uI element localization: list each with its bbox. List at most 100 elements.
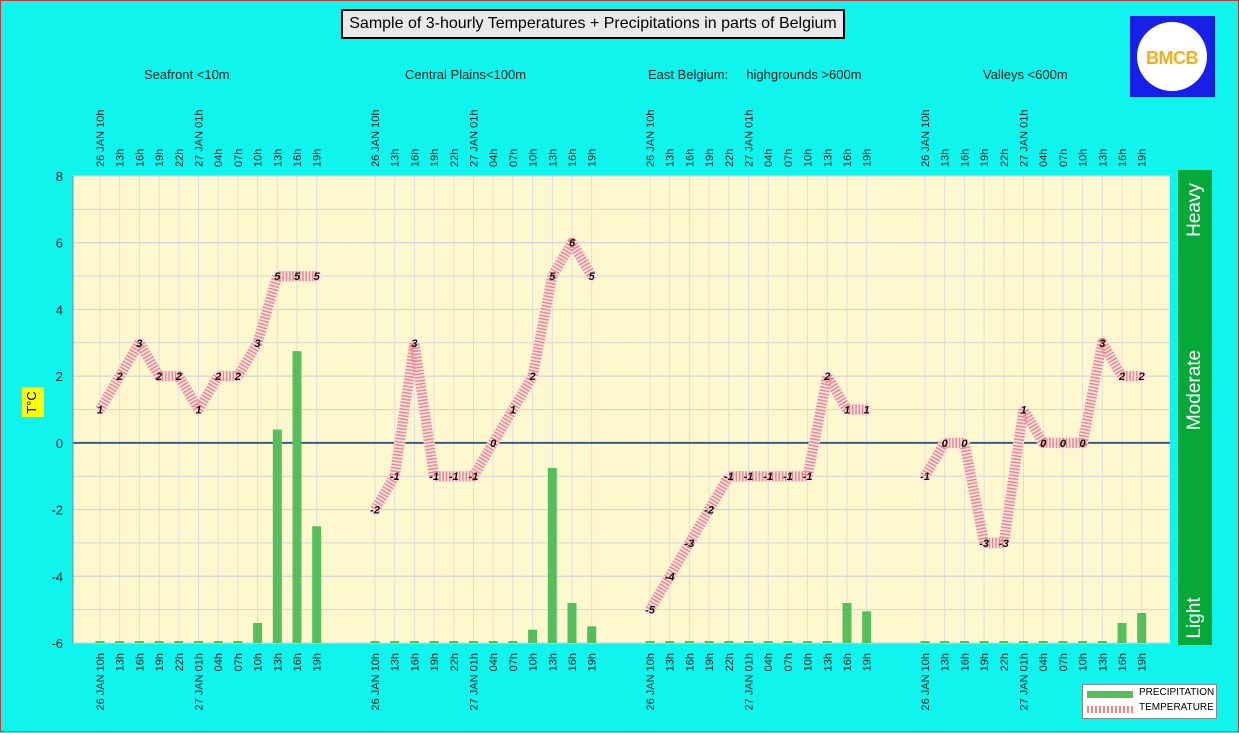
legend-precipitation-label: PRECIPITATION (1139, 687, 1215, 698)
precipitation-bar (587, 626, 597, 643)
temperature-data-label: -1 (390, 471, 400, 483)
temperature-data-label: -2 (370, 505, 380, 517)
precipitation-bar (822, 641, 832, 643)
x-tick-label-bottom: 19h (154, 653, 166, 671)
temperature-data-label: -3 (685, 538, 695, 550)
x-tick-label-top: 16h (134, 149, 146, 167)
x-tick-label-top: 19h (312, 149, 324, 167)
x-tick-label-top: 16h (409, 149, 421, 167)
temperature-data-label: 0 (1080, 438, 1087, 450)
precipitation-bar (724, 641, 734, 643)
x-tick-label-top: 16h (567, 149, 579, 167)
x-tick-label-top: 13h (822, 149, 834, 167)
x-tick-label-bottom: 26 JAN 10h (645, 653, 657, 710)
temperature-data-label: -1 (783, 471, 793, 483)
x-tick-label-top: 07h (233, 149, 245, 167)
x-tick-label-top: 13h (272, 149, 284, 167)
x-tick-label-bottom: 19h (429, 653, 441, 671)
temperature-data-label: 1 (1020, 405, 1026, 417)
temperature-data-label: 0 (1040, 438, 1047, 450)
precipitation-bar (95, 641, 105, 643)
precipitation-bar (763, 641, 773, 643)
bmcb-logo: BMCB (1130, 16, 1215, 97)
y-tick-label: -4 (51, 569, 63, 584)
x-tick-label-top: 26 JAN 10h (645, 110, 657, 167)
x-tick-label-top: 10h (528, 149, 540, 167)
temperature-lines (94, 237, 1148, 616)
x-tick-label-bottom: 22h (999, 653, 1011, 671)
legend-precipitation-swatch (1087, 691, 1133, 698)
precipitation-bar (469, 641, 478, 643)
y-tick-label: -2 (51, 503, 63, 518)
x-tick-label-bottom: 10h (803, 653, 815, 671)
precipitation-bar (1038, 641, 1048, 643)
temperature-data-label: -5 (645, 605, 656, 617)
precipitation-bar (213, 641, 223, 643)
temperature-data-label: -1 (469, 471, 479, 483)
temperature-data-label: 3 (1099, 338, 1105, 350)
precipitation-bar (959, 641, 969, 643)
x-tick-label-top: 16h (959, 149, 971, 167)
x-tick-label-bottom: 07h (508, 653, 520, 671)
temperature-data-label: -4 (665, 571, 675, 583)
precipitation-bar (292, 351, 302, 643)
precipitation-bar (370, 641, 380, 643)
precipitation-bar (233, 641, 243, 643)
precipitation-bar (940, 641, 950, 643)
x-tick-label-bottom: 26 JAN 10h (920, 653, 932, 710)
x-tick-label-bottom: 10h (1078, 653, 1090, 671)
x-tick-label-top: 22h (449, 149, 461, 167)
x-tick-label-top: 27 JAN 01h (744, 110, 756, 167)
precipitation-bar (783, 641, 793, 643)
temperature-data-label: 5 (294, 271, 301, 283)
y-tick-label: -6 (51, 636, 63, 651)
precipitation-bar (1097, 641, 1107, 643)
x-tick-label-top: 19h (979, 149, 991, 167)
x-tick-label-top: 26 JAN 10h (920, 110, 932, 167)
temperature-data-label: 1 (864, 405, 870, 417)
temperature-data-label: 0 (942, 438, 949, 450)
precipitation-bar (862, 611, 872, 643)
x-tick-label-bottom: 19h (979, 653, 991, 671)
temperature-data-label: 3 (411, 338, 417, 350)
x-tick-label-top: 13h (665, 149, 677, 167)
precipitation-intensity-scale: Heavy Moderate Light (1178, 170, 1212, 645)
x-tick-label-top: 22h (174, 149, 186, 167)
temperature-data-label: 2 (1118, 371, 1125, 383)
x-tick-label-top: 27 JAN 01h (194, 110, 206, 167)
legend-temperature-swatch (1087, 706, 1133, 713)
x-tick-label-top: 16h (684, 149, 696, 167)
precipitation-bar (567, 602, 577, 643)
x-tick-label-bottom: 16h (567, 653, 579, 671)
intensity-light-label: Light (1184, 597, 1205, 639)
x-tick-label-bottom: 07h (1058, 653, 1070, 671)
x-tick-label-bottom: 16h (292, 653, 304, 671)
x-tick-label-bottom: 16h (959, 653, 971, 671)
y-tick-label: 2 (56, 369, 63, 384)
precipitation-bar (154, 641, 164, 643)
x-tick-label-bottom: 04h (213, 653, 225, 671)
x-tick-label-top: 16h (292, 149, 304, 167)
precipitation-bar (194, 641, 203, 643)
precipitation-bar (1137, 612, 1147, 643)
x-tick-label-top: 10h (253, 149, 265, 167)
x-tick-label-top: 04h (763, 149, 775, 167)
x-tick-label-top: 22h (724, 149, 736, 167)
x-tick-label-top: 13h (390, 149, 402, 167)
x-tick-label-bottom: 13h (390, 653, 402, 671)
x-tick-label-bottom: 13h (547, 653, 559, 671)
x-tick-label-top: 19h (704, 149, 716, 167)
y-tick-label: 6 (56, 236, 63, 251)
precipitation-bar (429, 641, 439, 643)
temperature-line (645, 371, 867, 613)
x-tick-label-bottom: 13h (822, 653, 834, 671)
temperature-data-label: -1 (724, 471, 734, 483)
x-tick-label-bottom: 16h (684, 653, 696, 671)
precipitation-bar (528, 629, 538, 643)
temperature-data-label: -3 (979, 538, 989, 550)
precipitation-bar (704, 641, 714, 643)
x-tick-label-top: 26 JAN 10h (370, 110, 382, 167)
temperature-data-label: 1 (844, 405, 850, 417)
x-tick-label-bottom: 13h (272, 653, 284, 671)
